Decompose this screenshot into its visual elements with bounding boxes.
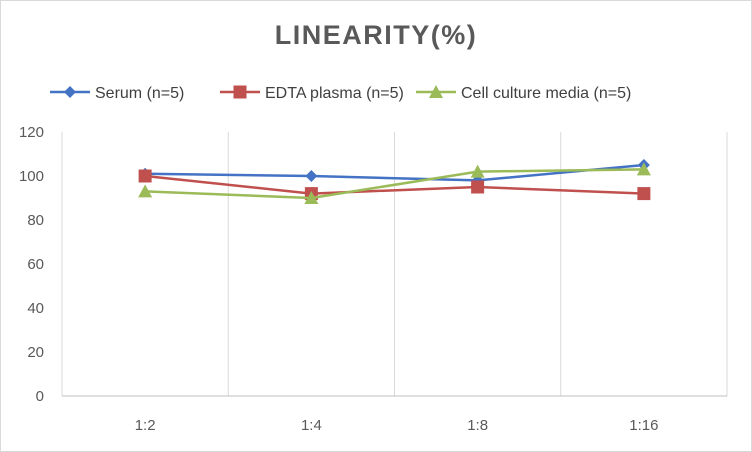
data-point <box>304 191 319 204</box>
y-tick-label: 120 <box>19 124 44 141</box>
series-2 <box>138 162 651 204</box>
x-tick-label: 1:2 <box>135 417 156 434</box>
data-point <box>471 180 485 194</box>
data-point <box>138 169 152 183</box>
data-point <box>138 184 153 198</box>
y-tick-label: 20 <box>27 344 44 361</box>
y-tick-label: 80 <box>27 212 44 229</box>
y-tick-label: 40 <box>27 300 44 317</box>
series-line <box>145 163 644 182</box>
y-tick-label: 100 <box>19 168 44 185</box>
legend-item: EDTA plasma (n=5) <box>220 85 404 102</box>
x-tick-label: 1:16 <box>629 417 658 434</box>
legend-item: Serum (n=5) <box>50 85 184 102</box>
series-line <box>144 174 644 195</box>
x-tick-label: 1:4 <box>301 417 322 434</box>
y-tick-label: 60 <box>27 256 44 273</box>
legend-label: EDTA plasma (n=5) <box>265 85 404 102</box>
data-point <box>305 170 318 182</box>
series-line <box>145 168 644 200</box>
legend-marker <box>429 85 443 98</box>
legend-label: Serum (n=5) <box>95 85 184 102</box>
x-tick-label: 1:8 <box>467 417 488 434</box>
y-tick-label: 0 <box>36 388 44 405</box>
legend-marker <box>64 86 76 98</box>
legend-item: Cell culture media (n=5) <box>416 85 631 102</box>
chart-title: LINEARITY(%) <box>274 20 478 50</box>
data-point <box>636 162 651 176</box>
legend-marker <box>233 85 247 99</box>
data-point <box>470 164 485 178</box>
data-point <box>637 187 651 201</box>
legend-label: Cell culture media (n=5) <box>461 85 631 102</box>
